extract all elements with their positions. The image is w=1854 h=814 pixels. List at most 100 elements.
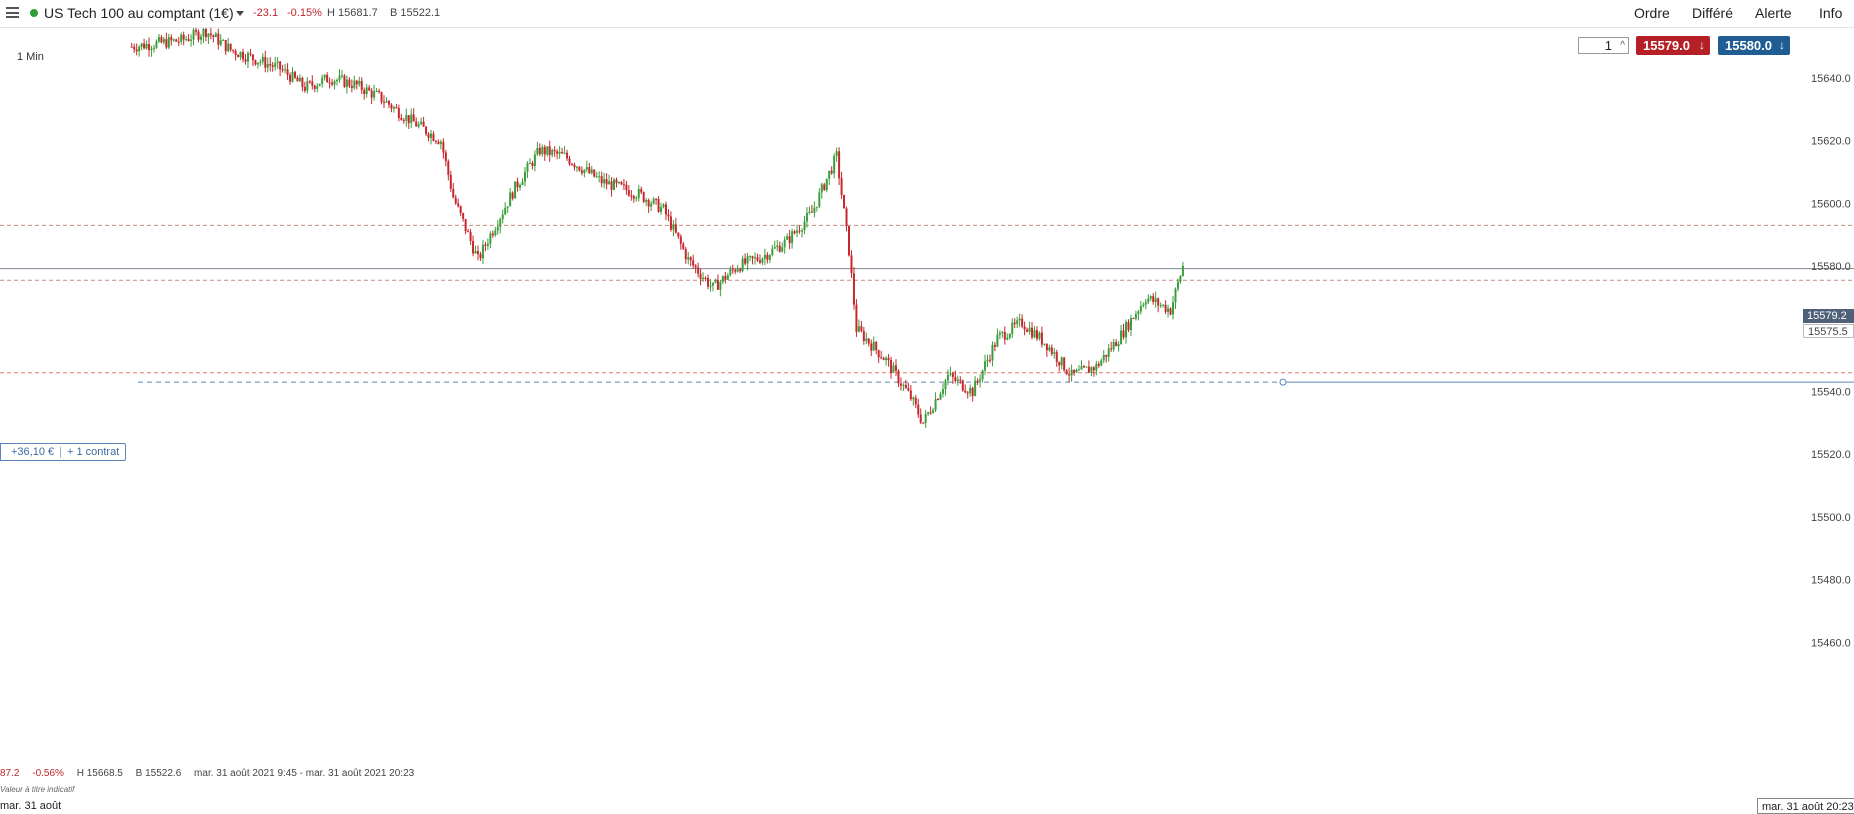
daily-change: -23.1 [253, 7, 279, 19]
candle-body [246, 53, 249, 62]
stepper-up-icon[interactable]: ^ [1620, 40, 1625, 51]
candle-body [138, 46, 141, 52]
candle-body [887, 357, 890, 361]
candle-body [991, 345, 994, 361]
candle-body [130, 46, 133, 48]
candle-body [496, 226, 499, 231]
candle-body [776, 245, 779, 248]
candle-body [481, 244, 484, 259]
candle-body [929, 412, 932, 414]
menu-alert[interactable]: Alerte [1755, 5, 1792, 21]
candle-body [224, 39, 227, 52]
timeframe-label[interactable]: 1 Min [17, 51, 44, 63]
candle-body [318, 83, 321, 86]
candle-body [1120, 330, 1123, 345]
candle-body [937, 399, 940, 401]
candle-body [301, 77, 304, 87]
candle-body [172, 39, 175, 41]
candle-body [1162, 304, 1165, 306]
candle-body [781, 247, 784, 252]
arrow-down-icon: ↓ [1699, 38, 1705, 52]
candle-body [1137, 311, 1140, 315]
candle-body [650, 203, 653, 207]
candle-body [622, 184, 625, 186]
candle-body [892, 365, 895, 373]
candle-body [843, 194, 846, 209]
candle-body [904, 384, 907, 389]
candle-body [553, 149, 556, 152]
candle-body [714, 279, 717, 283]
price-chart[interactable]: 15640.015620.015600.015580.015560.015540… [0, 28, 1854, 795]
indicative-note: Valeur à titre indicatif [0, 785, 75, 794]
candle-body [298, 77, 301, 82]
candle-body [279, 61, 282, 70]
candle-body [739, 269, 742, 272]
candle-body [467, 231, 470, 233]
candle-body [269, 63, 272, 66]
candle-body [373, 91, 376, 98]
candle-body [872, 341, 875, 351]
candle-body [152, 47, 155, 49]
menu-deferred[interactable]: Différé [1692, 5, 1733, 21]
candle-body [746, 256, 749, 264]
position-marker [1279, 378, 1287, 386]
candle-body [875, 341, 878, 351]
candle-body [645, 199, 648, 202]
candle-body [956, 379, 959, 381]
candle-body [439, 141, 442, 144]
candle-body [808, 211, 811, 213]
candle-body [182, 34, 185, 40]
candle-body [575, 166, 578, 168]
candle-body [719, 281, 722, 290]
candle-body [640, 188, 643, 193]
position-label[interactable]: +36,10 € | + 1 contrat [0, 443, 127, 461]
candle-body [1016, 320, 1019, 325]
candle-body [353, 80, 356, 88]
hamburger-icon[interactable] [6, 7, 19, 18]
candle-body [907, 388, 910, 391]
chevron-down-icon[interactable] [236, 11, 244, 16]
candle-body [924, 414, 927, 424]
candle-body [1127, 322, 1130, 331]
candle-body [1134, 314, 1137, 319]
menu-info[interactable]: Info [1819, 5, 1843, 21]
candle-body [165, 39, 168, 48]
candle-body [1090, 367, 1093, 373]
candle-body [1078, 369, 1081, 371]
daily-high: H 15681.7 [327, 7, 378, 19]
candle-body [988, 359, 991, 361]
candle-body [998, 332, 1001, 335]
candle-body [1092, 367, 1095, 371]
candle-body [271, 65, 274, 67]
menu-order[interactable]: Ordre [1634, 5, 1670, 21]
candle-body [1058, 361, 1061, 366]
candle-body [912, 397, 915, 400]
candle-body [234, 50, 237, 56]
candle-body [583, 169, 586, 174]
candle-body [697, 267, 700, 274]
candle-body [1050, 347, 1053, 354]
instrument-name[interactable]: US Tech 100 au comptant (1€) [44, 5, 234, 21]
candle-body [286, 69, 289, 75]
candle-body [1075, 369, 1078, 373]
candle-body [922, 422, 925, 424]
candle-body [274, 63, 277, 67]
candle-body [256, 62, 259, 65]
footer-range: mar. 31 août 2021 9:45 - mar. 31 août 20… [194, 768, 415, 779]
sell-button[interactable]: 15579.0 ↓ [1636, 36, 1710, 55]
candle-body [919, 414, 922, 423]
candle-body [608, 181, 611, 185]
candle-body [613, 179, 616, 190]
quantity-stepper[interactable]: 1 ^ [1578, 37, 1629, 54]
candle-body [724, 276, 727, 280]
buy-button[interactable]: 15580.0 ↓ [1718, 36, 1790, 55]
position-pnl: +36,10 € [11, 446, 55, 458]
candle-body [771, 248, 774, 256]
candle-body [239, 51, 242, 58]
candle-body [395, 107, 398, 109]
candle-body [1174, 288, 1177, 303]
candle-body [635, 197, 638, 199]
candle-body [927, 412, 930, 415]
candle-body [1110, 348, 1113, 350]
y-tick-label: 15600.0 [1811, 198, 1851, 210]
